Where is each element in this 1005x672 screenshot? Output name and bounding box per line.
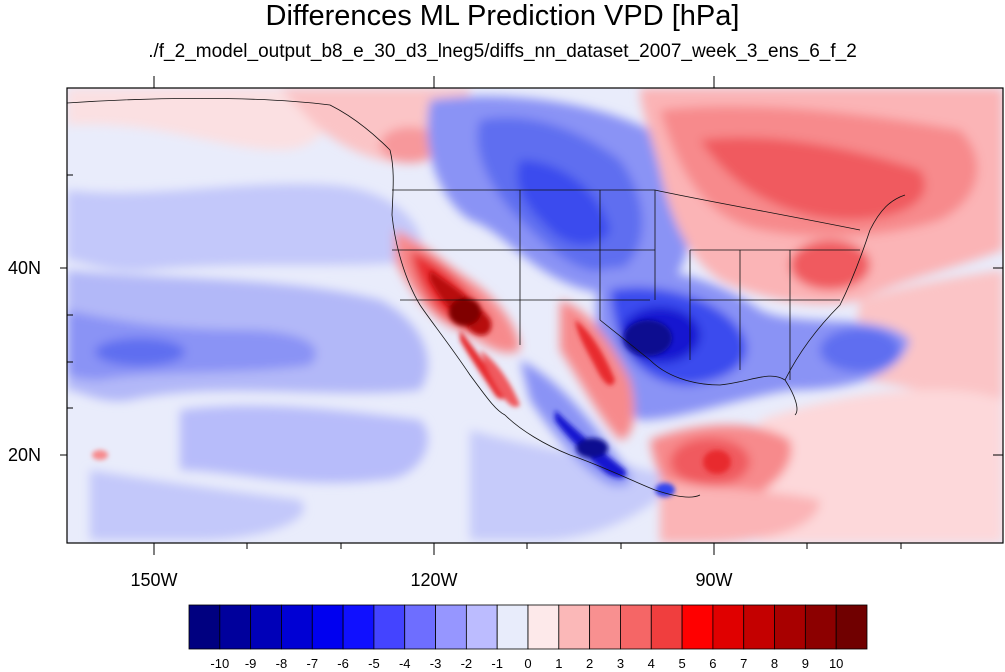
- colorbar-swatch: [465, 604, 498, 650]
- lat-label-20n: 20N: [8, 445, 42, 465]
- colorbar: [188, 604, 868, 650]
- colorbar-tick-label: 9: [801, 656, 809, 671]
- colorbar-tick-label: 5: [678, 656, 686, 671]
- colorbar-tick-label: -1: [491, 656, 503, 671]
- colorbar-swatch: [404, 604, 436, 650]
- colorbar-swatch: [620, 604, 652, 650]
- colorbar-swatch: [188, 604, 221, 650]
- colorbar-swatch: [527, 604, 560, 650]
- colorbar-tick-label: -6: [337, 656, 349, 671]
- colorbar-swatch: [342, 604, 375, 650]
- colorbar-tick-label: -5: [368, 656, 380, 671]
- colorbar-swatch: [804, 604, 837, 650]
- colorbar-swatch: [281, 604, 313, 650]
- lon-label-90w: 90W: [695, 570, 733, 590]
- colorbar-tick-label: 8: [770, 656, 779, 671]
- map-title: Differences ML Prediction VPD [hPa]: [265, 0, 740, 32]
- colorbar-swatch: [496, 604, 529, 650]
- lat-label-40n: 40N: [8, 258, 42, 278]
- colorbar-tick-label: 1: [555, 656, 563, 671]
- colorbar-swatch: [681, 604, 714, 650]
- colorbar-swatch: [435, 604, 467, 650]
- colorbar-tick-label: -3: [429, 656, 442, 671]
- colorbar-swatch: [311, 604, 344, 650]
- vpd-difference-map: [60, 76, 1004, 555]
- colorbar-tick-label: -9: [244, 656, 257, 671]
- lon-label-120w: 120W: [410, 570, 458, 590]
- colorbar-tick-label: 3: [616, 656, 625, 671]
- field-fine: [92, 270, 731, 497]
- colorbar-tick-label: -4: [398, 656, 411, 671]
- colorbar-tick-label: 2: [586, 656, 594, 671]
- field-coarse: [67, 88, 1003, 543]
- colorbar-tick-label: -8: [275, 656, 288, 671]
- colorbar-tick-label: 6: [709, 656, 717, 671]
- colorbar-tick-label: 0: [524, 656, 532, 671]
- colorbar-swatch: [835, 604, 868, 650]
- colorbar-tick-label: -7: [306, 656, 319, 671]
- colorbar-tick-label: 4: [647, 656, 655, 671]
- axis-ticks: [60, 76, 1003, 555]
- colorbar-tick-label: -10: [210, 656, 230, 671]
- colorbar-swatch: [712, 604, 745, 650]
- colorbar-tick-label: -2: [460, 656, 473, 671]
- colorbar-swatch: [558, 604, 591, 650]
- lon-label-150w: 150W: [130, 570, 178, 590]
- colorbar-swatch: [219, 604, 252, 650]
- colorbar-swatch: [373, 604, 406, 650]
- map-subtitle: ./f_2_model_output_b8_e_30_d3_lneg5/diff…: [148, 41, 857, 62]
- coastlines: [67, 97, 906, 498]
- colorbar-swatch: [774, 604, 806, 650]
- colorbar-swatch: [650, 604, 683, 650]
- colorbar-swatch: [589, 604, 621, 650]
- colorbar-swatch: [743, 604, 775, 650]
- colorbar-swatch: [250, 604, 282, 650]
- colorbar-tick-label: 10: [828, 656, 844, 671]
- colorbar-tick-label: 7: [740, 656, 748, 671]
